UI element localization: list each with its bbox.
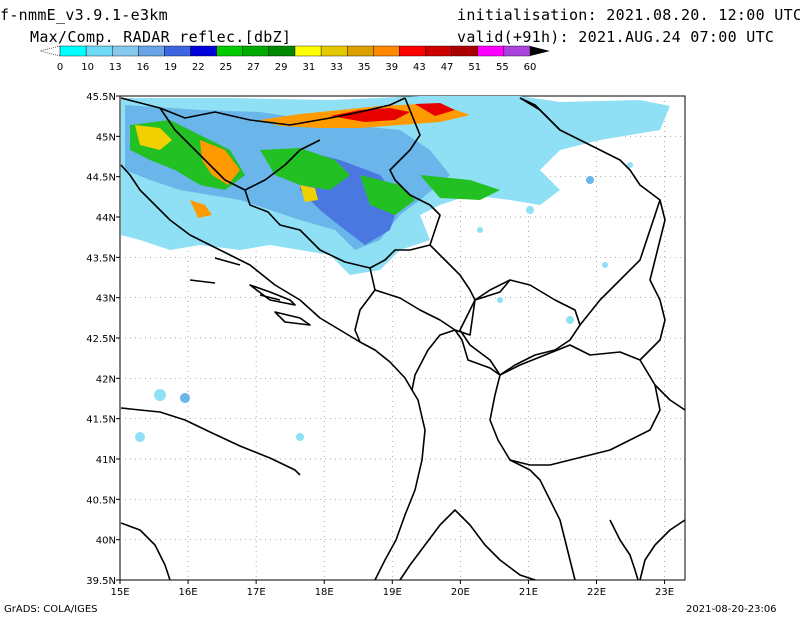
border-greece — [654, 384, 686, 411]
colorbar-label: 35 — [358, 62, 371, 73]
border-north-macedonia — [499, 344, 661, 466]
initialisation-time: initialisation: 2021.08.20. 12:00 UTC — [457, 6, 800, 24]
lat-label: 40.5N — [86, 495, 116, 506]
greece-coastline-2 — [609, 519, 639, 581]
lon-label: 18E — [315, 587, 334, 598]
reflectivity-field — [121, 96, 670, 442]
reflectivity-cell — [586, 176, 594, 184]
reflectivity-core-3 — [190, 200, 212, 218]
reflectivity-core-4 — [300, 185, 318, 202]
italy-south-coastline — [120, 522, 171, 581]
colorbar-label: 16 — [137, 62, 150, 73]
lon-label: 19E — [383, 587, 402, 598]
greece-coastline-east — [639, 519, 686, 581]
reflectivity-cell — [180, 393, 190, 403]
model-title: f-nmmE_v3.9.1-e3km — [0, 6, 168, 24]
lat-label: 42.5N — [86, 334, 116, 345]
danube-border — [519, 97, 561, 131]
valid-time: valid(+91h): 2021.AUG.24 07:00 UTC — [457, 28, 775, 46]
reflectivity-cell — [627, 162, 633, 168]
lat-label: 40N — [96, 536, 116, 547]
border-albania — [411, 329, 576, 581]
colorbar-label: 31 — [302, 62, 315, 73]
border-montenegro-serbia — [374, 289, 476, 336]
lat-label: 44.5N — [86, 173, 116, 184]
lon-label: 20E — [451, 587, 470, 598]
greece-coastline — [399, 509, 536, 581]
reflectivity-band-core — [330, 108, 410, 122]
adriatic-coastline — [120, 164, 426, 581]
reflectivity-green-4 — [420, 175, 500, 200]
reflectivity-cell — [497, 297, 503, 303]
reflectivity-cell — [602, 262, 608, 268]
colorbar-label: 60 — [524, 62, 537, 73]
lat-label: 39.5N — [86, 576, 116, 587]
lat-label: 43N — [96, 294, 116, 305]
reflectivity-cell — [296, 433, 304, 441]
colorbar-label: 19 — [164, 62, 177, 73]
lat-label: 41N — [96, 455, 116, 466]
longitude-labels: 15E 16E 17E 18E 19E 20E 21E 22E 23E — [110, 587, 674, 598]
island — [249, 284, 296, 306]
lon-label: 15E — [110, 587, 129, 598]
reflectivity-cell — [566, 316, 574, 324]
colorbar-label: 43 — [413, 62, 426, 73]
lon-label: 22E — [587, 587, 606, 598]
reflectivity-green-3 — [360, 175, 415, 215]
lon-label: 17E — [247, 587, 266, 598]
italy-coastline — [120, 407, 301, 476]
colorbar-label: 47 — [441, 62, 454, 73]
lon-label: 16E — [179, 587, 198, 598]
colorbar-label: 27 — [247, 62, 260, 73]
reflectivity-green-2 — [260, 148, 350, 190]
border-serbia-east — [519, 97, 661, 326]
border-bulgaria — [639, 199, 666, 361]
island — [189, 279, 216, 284]
border-north — [120, 97, 406, 126]
coastlines-borders — [120, 97, 686, 581]
colorbar-label: 0 — [57, 62, 63, 73]
colorbar-label: 13 — [109, 62, 122, 73]
island — [214, 257, 241, 266]
reflectivity-core-1 — [135, 125, 172, 150]
colorbar-label: 29 — [275, 62, 288, 73]
colorbar-label: 10 — [81, 62, 94, 73]
lat-label: 44N — [96, 213, 116, 224]
colorbar-label: 39 — [385, 62, 398, 73]
reflectivity-cell — [526, 206, 534, 214]
colorbar-label: 51 — [468, 62, 481, 73]
footer-credit: GrADS: COLA/IGES — [4, 604, 98, 615]
latitude-labels: 45.5N 45N 44.5N 44N 43.5N 43N 42.5N 42N 41.5N 41N… — [86, 92, 116, 587]
lat-label: 41.5N — [86, 415, 116, 426]
border-croatia-bosnia — [159, 97, 441, 269]
island — [259, 294, 281, 301]
colorbar-label: 55 — [496, 62, 509, 73]
island — [274, 311, 311, 326]
colorbar-over-triangle — [530, 46, 550, 56]
colorbar-label: 25 — [220, 62, 233, 73]
border-montenegro — [354, 267, 376, 343]
colorbar-label: 22 — [192, 62, 205, 73]
lon-label: 21E — [519, 587, 538, 598]
border-kosovo — [459, 279, 581, 376]
reflectivity-cell — [477, 227, 483, 233]
lat-label: 45N — [96, 132, 116, 143]
field-title: Max/Comp. RADAR reflec.[dbZ] — [30, 28, 292, 46]
colorbar-label: 33 — [330, 62, 343, 73]
border-bosnia-west — [244, 139, 321, 191]
lat-label: 42N — [96, 374, 116, 385]
reflectivity-core-2 — [200, 140, 240, 185]
lon-label: 23E — [655, 587, 674, 598]
lat-label: 45.5N — [86, 92, 116, 103]
border-bosnia-serbia — [429, 244, 511, 301]
reflectivity-cell — [135, 432, 145, 442]
lat-label: 43.5N — [86, 253, 116, 264]
reflectivity-cell — [154, 389, 166, 401]
colorbar: 0 10 13 16 19 22 25 27 29 31 33 35 39 43 47 51 55 60 — [39, 45, 550, 73]
reflectivity-band-core-2 — [415, 103, 455, 116]
footer-timestamp: 2021-08-20-23:06 — [686, 604, 777, 615]
